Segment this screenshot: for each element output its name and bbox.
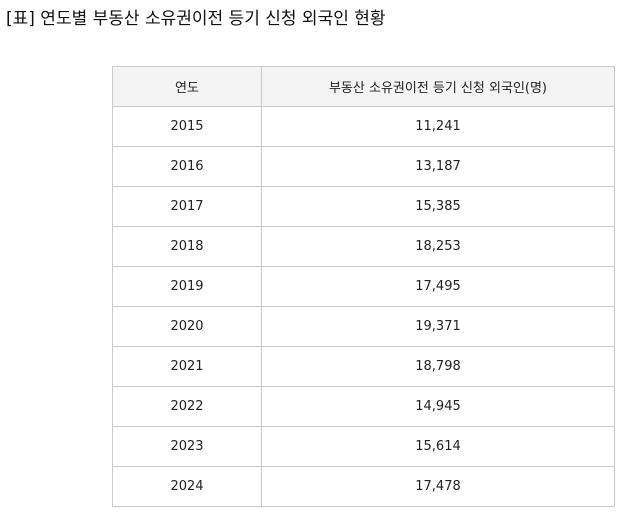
table-row: 2020 19,371 [112, 306, 615, 347]
table-row: 2015 11,241 [112, 106, 615, 147]
header-foreigner-count: 부동산 소유권이전 등기 신청 외국인(명) [261, 66, 615, 107]
table-row: 2023 15,614 [112, 426, 615, 467]
header-year: 연도 [112, 66, 262, 107]
year-cell: 2022 [112, 386, 262, 427]
count-cell: 14,945 [261, 386, 615, 427]
table-header-row: 연도 부동산 소유권이전 등기 신청 외국인(명) [112, 66, 615, 107]
year-cell: 2018 [112, 226, 262, 267]
table-row: 2018 18,253 [112, 226, 615, 267]
count-cell: 17,478 [261, 466, 615, 507]
count-cell: 17,495 [261, 266, 615, 307]
count-cell: 15,614 [261, 426, 615, 467]
data-table: 연도 부동산 소유권이전 등기 신청 외국인(명) 2015 11,241 20… [112, 66, 615, 507]
year-cell: 2020 [112, 306, 262, 347]
year-cell: 2021 [112, 346, 262, 387]
year-cell: 2024 [112, 466, 262, 507]
count-cell: 15,385 [261, 186, 615, 227]
table-row: 2019 17,495 [112, 266, 615, 307]
count-cell: 18,798 [261, 346, 615, 387]
table-row: 2017 15,385 [112, 186, 615, 227]
year-cell: 2017 [112, 186, 262, 227]
page-title: [표] 연도별 부동산 소유권이전 등기 신청 외국인 현황 [6, 9, 386, 29]
year-cell: 2019 [112, 266, 262, 307]
year-cell: 2023 [112, 426, 262, 467]
table-row: 2016 13,187 [112, 146, 615, 187]
count-cell: 13,187 [261, 146, 615, 187]
table-row: 2024 17,478 [112, 466, 615, 507]
year-cell: 2016 [112, 146, 262, 187]
table-row: 2022 14,945 [112, 386, 615, 427]
year-cell: 2015 [112, 106, 262, 147]
table-row: 2021 18,798 [112, 346, 615, 387]
count-cell: 18,253 [261, 226, 615, 267]
count-cell: 19,371 [261, 306, 615, 347]
count-cell: 11,241 [261, 106, 615, 147]
